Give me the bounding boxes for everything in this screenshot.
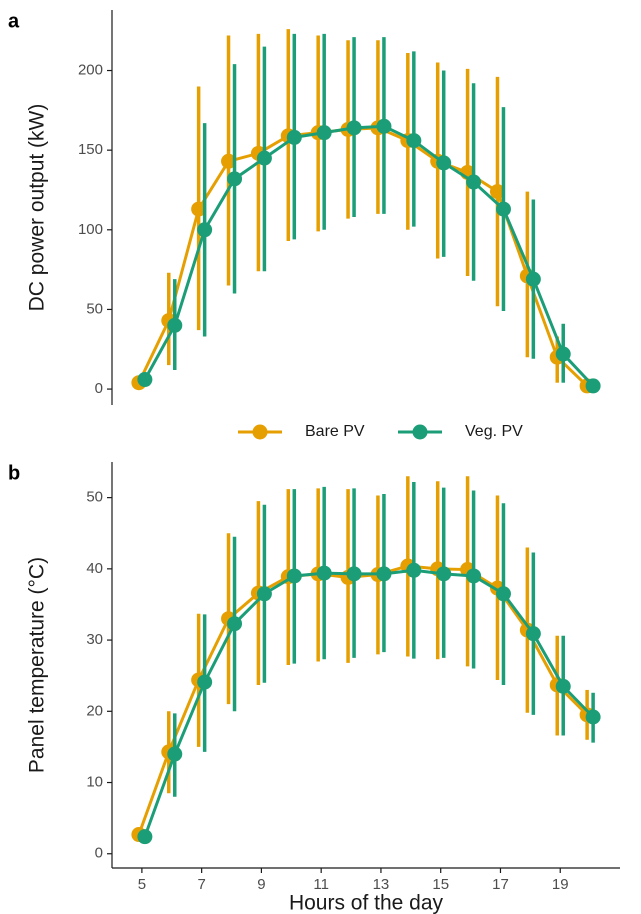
point (227, 171, 243, 187)
legend-swatch (412, 424, 428, 440)
point (227, 616, 243, 632)
legend-swatch (252, 424, 268, 440)
point (286, 568, 302, 584)
series-line (143, 568, 595, 838)
point (286, 129, 302, 145)
point (585, 709, 601, 725)
x-tick-label: 11 (313, 876, 329, 893)
y-tick-label: 30 (86, 631, 103, 648)
x-tick-label: 17 (492, 876, 509, 893)
legend-label: Veg. PV (465, 423, 523, 440)
point (466, 568, 482, 584)
point (197, 222, 213, 238)
x-tick-label: 9 (257, 876, 265, 893)
y-tick-label: 10 (86, 773, 103, 790)
point (489, 184, 505, 200)
point (466, 174, 482, 190)
point (191, 201, 207, 217)
point (376, 566, 392, 582)
point (316, 565, 332, 581)
legend: Bare PV Veg. PV (238, 423, 523, 440)
y-axis-label: Panel temperature (°C) (26, 557, 49, 773)
point (256, 586, 272, 602)
point (495, 586, 511, 602)
point (436, 155, 452, 171)
point (555, 678, 571, 694)
point (137, 372, 153, 388)
y-tick-label: 0 (95, 380, 103, 397)
x-tick-label: 13 (373, 876, 390, 893)
x-tick-label: 19 (552, 876, 569, 893)
point (137, 829, 153, 845)
y-tick-label: 50 (86, 300, 103, 317)
legend-label: Bare PV (305, 423, 365, 440)
panel: b 0 10 20 30 40 50 Panel temperature (°C) 5 7 9 11 1… (8, 462, 620, 914)
y-tick-label: 200 (78, 61, 103, 78)
y-axis-label: DC power output (kW) (26, 104, 49, 312)
point (585, 378, 601, 394)
point (346, 566, 362, 582)
x-axis-label: Hours of the day (289, 892, 444, 914)
panel-label: b (8, 462, 20, 484)
point (406, 562, 422, 578)
point (197, 674, 213, 690)
y-tick-label: 100 (78, 221, 103, 238)
point (167, 746, 183, 762)
y-tick-label: 0 (95, 845, 103, 862)
point (221, 153, 237, 169)
x-tick-label: 15 (432, 876, 449, 893)
series (137, 33, 601, 394)
series-line (137, 564, 589, 836)
point (316, 125, 332, 141)
point (376, 118, 392, 134)
point (436, 566, 452, 582)
series (137, 481, 601, 845)
y-tick-label: 150 (78, 141, 103, 158)
point (495, 201, 511, 217)
series (131, 29, 595, 394)
point (346, 120, 362, 136)
y-tick-label: 20 (86, 702, 103, 719)
y-tick-label: 50 (86, 489, 103, 506)
series (131, 476, 595, 843)
point (555, 346, 571, 362)
panel-label: a (8, 10, 20, 32)
x-tick-label: 5 (138, 876, 146, 893)
y-tick-label: 40 (86, 560, 103, 577)
point (525, 271, 541, 287)
point (256, 150, 272, 166)
panel: a 0 50 100 150 200 DC power output (kW) (8, 10, 601, 405)
x-tick-label: 7 (197, 876, 205, 893)
point (406, 133, 422, 149)
point (167, 317, 183, 333)
point (525, 626, 541, 642)
series-line (143, 124, 595, 387)
